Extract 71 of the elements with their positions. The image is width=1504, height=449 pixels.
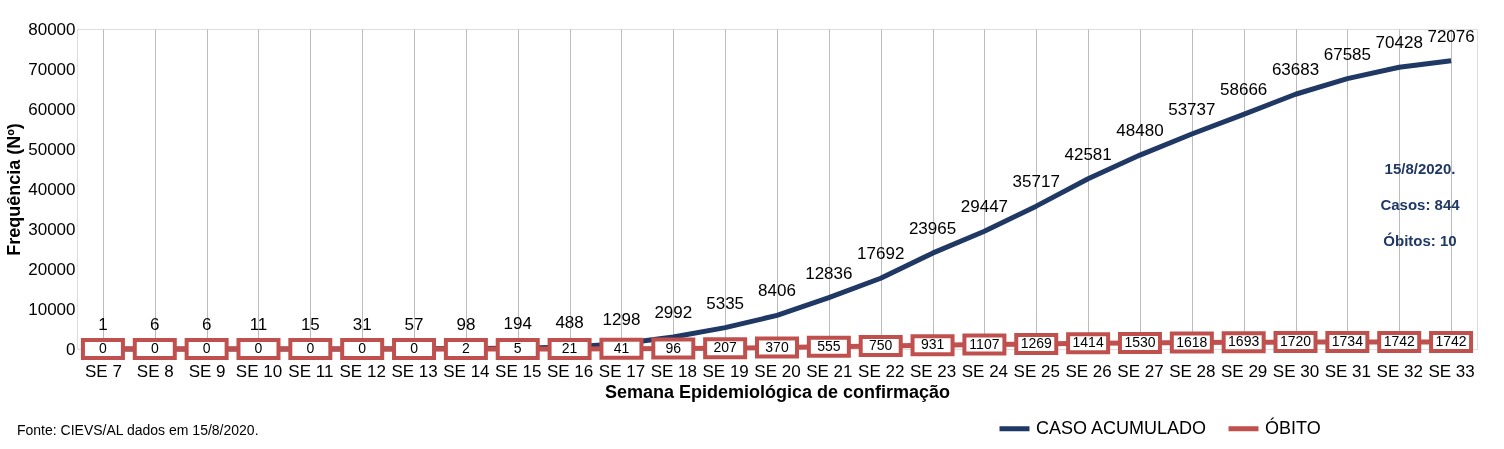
- x-tick-label: SE 24: [961, 361, 1009, 381]
- annotation: Casos: 844: [1380, 196, 1461, 213]
- y-tick-label: 80000: [28, 19, 76, 39]
- y-tick-label: 20000: [28, 259, 76, 279]
- x-axis-title: Semana Epidemiológica de confirmação: [604, 381, 951, 402]
- x-tick-label: SE 7: [85, 361, 122, 381]
- x-tick-label: SE 16: [546, 361, 594, 381]
- y-axis-title: Frequência (Nº): [4, 123, 25, 256]
- x-tick-label: SE 11: [288, 361, 334, 381]
- data-label: 15: [300, 314, 320, 334]
- data-label: 12836: [805, 263, 853, 283]
- x-tick-label: SE 20: [754, 361, 801, 381]
- data-label: 31: [352, 314, 372, 334]
- x-tick-label: SE 19: [702, 361, 749, 381]
- x-tick-label: SE 25: [1013, 361, 1060, 381]
- data-label: 53737: [1168, 100, 1216, 120]
- data-label: 35717: [1012, 172, 1060, 192]
- x-tick-label: SE 29: [1221, 361, 1268, 381]
- data-label: 98: [456, 314, 476, 334]
- y-tick-label: 30000: [28, 219, 76, 239]
- x-tick-label: SE 10: [235, 361, 283, 381]
- data-label: 5335: [706, 293, 745, 313]
- x-tick-label: SE 21: [806, 361, 853, 381]
- y-tick-label: 50000: [28, 139, 76, 159]
- annotation: 15/8/2020.: [1384, 159, 1456, 177]
- x-tick-label: SE 17: [598, 361, 646, 381]
- data-label: 70428: [1375, 33, 1423, 53]
- x-tick-label: SE 26: [1065, 361, 1112, 381]
- x-tick-label: SE 23: [909, 361, 957, 381]
- x-tick-label: SE 28: [1169, 361, 1216, 381]
- x-tick-label: SE 27: [1117, 361, 1164, 381]
- data-label: 488: [555, 313, 584, 333]
- x-tick-label: SE 18: [650, 361, 697, 381]
- data-label: 57: [404, 314, 424, 334]
- data-label: 58666: [1220, 80, 1268, 100]
- data-label: 23965: [908, 219, 957, 239]
- x-tick-label: SE 32: [1376, 361, 1423, 381]
- x-tick-label: SE 12: [339, 361, 386, 381]
- data-label: 6: [150, 314, 160, 334]
- x-tick-label: SE 31: [1324, 361, 1372, 381]
- x-tick-label: SE 14: [443, 361, 490, 381]
- x-tick-label: SE 22: [858, 361, 905, 381]
- annotation: Óbitos: 10: [1383, 232, 1457, 250]
- data-label: 1298: [602, 309, 641, 329]
- x-tick-label: SE 33: [1428, 361, 1475, 381]
- x-tick-label: SE 13: [391, 361, 438, 381]
- y-tick-label: 60000: [28, 99, 76, 119]
- data-label: 63683: [1271, 60, 1320, 80]
- data-label: 194: [503, 314, 532, 334]
- data-label: 72076: [1427, 26, 1475, 46]
- data-label: 11: [249, 314, 268, 334]
- data-label: 29447: [960, 197, 1009, 217]
- y-tick-label: 40000: [28, 179, 76, 199]
- y-tick-label: 0: [66, 339, 76, 359]
- x-tick-label: SE 15: [495, 361, 542, 381]
- x-tick-label: SE 9: [188, 361, 226, 381]
- data-label: 17692: [857, 244, 905, 264]
- x-tick-label: SE 8: [136, 361, 174, 381]
- data-label: 67585: [1323, 44, 1372, 64]
- data-label: 6: [201, 314, 212, 334]
- y-tick-label: 10000: [28, 299, 76, 319]
- data-label: 42581: [1064, 144, 1112, 164]
- data-label: 2992: [654, 303, 693, 323]
- x-tick-label: SE 30: [1272, 361, 1320, 381]
- y-tick-label: 70000: [28, 59, 76, 79]
- source-note: Fonte: CIEVS/AL dados em 15/8/2020.: [17, 422, 259, 438]
- legend-label: ÓBITO: [1265, 416, 1321, 438]
- legend-label: CASO ACUMULADO: [1036, 417, 1207, 438]
- data-label: 48480: [1116, 121, 1164, 141]
- data-label: 8406: [758, 281, 796, 301]
- data-label: 1: [98, 315, 108, 334]
